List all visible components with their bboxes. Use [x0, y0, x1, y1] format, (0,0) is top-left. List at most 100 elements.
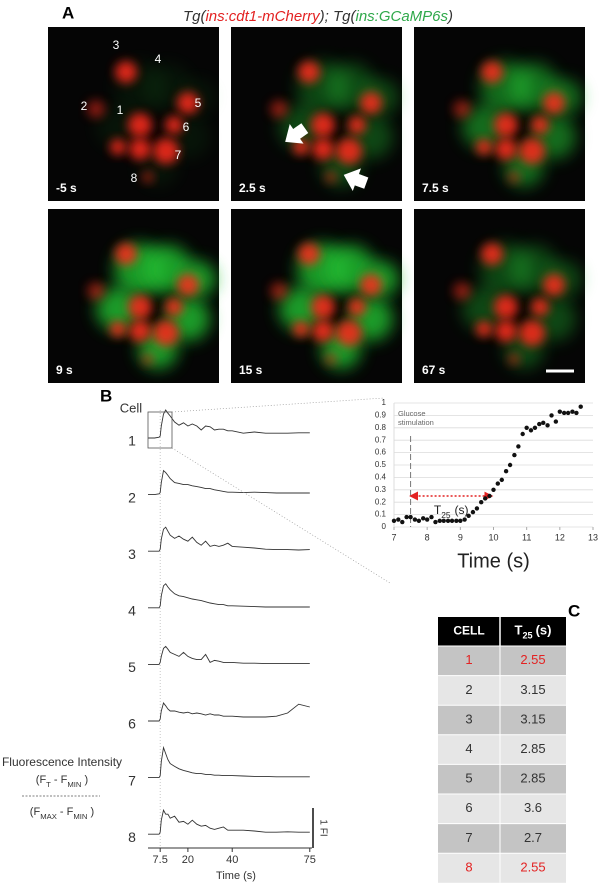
cell-number: 2	[81, 99, 88, 113]
microscopy-image: 67 s	[414, 209, 585, 383]
point	[578, 404, 583, 409]
y-tick-label: 0.4	[375, 473, 387, 482]
title-part: ); Tg(	[318, 8, 358, 25]
y-label-denominator: (FMAX - FMIN )	[30, 806, 94, 821]
text-part: - F	[57, 806, 74, 818]
mcherry-cell	[519, 320, 545, 346]
mcherry-cell	[142, 171, 154, 183]
gcamp-signal	[462, 287, 506, 331]
trace	[148, 469, 310, 496]
y-tick-label: 1	[382, 398, 387, 407]
text-part: (F	[30, 806, 41, 818]
zoom-guide	[171, 397, 385, 413]
trace	[148, 745, 310, 779]
microscopy-image: 7.5 s	[414, 27, 585, 201]
mcherry-cell	[481, 243, 503, 265]
point	[537, 421, 542, 427]
mcherry-cell	[128, 113, 152, 137]
mcherry-cell	[519, 138, 545, 164]
cell-label: 3	[128, 546, 136, 562]
frame-time: -5 s	[56, 181, 77, 195]
mcherry-cell	[165, 116, 183, 134]
mcherry-cell	[336, 138, 362, 164]
point	[429, 514, 434, 520]
table-cell: 3.15	[520, 711, 545, 726]
annotation: Glucose	[398, 409, 426, 418]
cell-number: 5	[195, 96, 202, 110]
y-tick-label: 0.2	[375, 497, 387, 506]
point	[570, 409, 575, 414]
x-axis-label: Time (s)	[457, 550, 530, 572]
point	[487, 493, 492, 499]
point	[495, 481, 501, 486]
point	[483, 496, 488, 501]
mcherry-cell	[153, 138, 179, 164]
mcherry-cell	[312, 320, 334, 342]
mcherry-cell	[508, 353, 520, 365]
table-cell: 8	[465, 859, 472, 874]
mcherry-cell	[543, 92, 565, 114]
point	[528, 428, 534, 433]
x-tick-label: 7	[391, 532, 396, 542]
mcherry-cell	[360, 92, 382, 114]
point	[499, 477, 504, 483]
point	[524, 425, 529, 430]
title-part: ins:cdt1-mCherry	[205, 8, 321, 25]
y-tick-label: 0.9	[375, 411, 387, 420]
panel-title: Tg(ins:cdt1-mCherry); Tg(ins:GCaMP6s)	[183, 8, 453, 25]
x-axis-label: Time (s)	[216, 870, 256, 882]
text-part: (s)	[455, 503, 469, 517]
table-cell: 6	[465, 800, 472, 815]
y-tick-label: 0.6	[375, 448, 387, 457]
point	[470, 509, 476, 515]
mcherry-cell	[153, 320, 179, 346]
table-row	[438, 705, 566, 735]
mcherry-cell	[110, 139, 126, 155]
header-cell: CELL	[453, 624, 484, 638]
point	[454, 518, 459, 523]
table-row	[438, 734, 566, 765]
table-cell: 2.7	[524, 830, 542, 845]
point	[532, 425, 538, 430]
x-tick-label: 12	[555, 532, 565, 542]
point	[462, 517, 467, 522]
arrow	[343, 168, 369, 191]
point	[391, 518, 397, 523]
table-cell: 3.15	[520, 682, 545, 697]
mcherry-cell	[325, 353, 337, 365]
mcherry-cell	[495, 320, 517, 342]
table-cell: 5	[465, 771, 472, 786]
table-cell: 2.55	[520, 652, 545, 667]
frame-time: 15 s	[239, 363, 263, 377]
mcherry-cell	[293, 321, 309, 337]
text-part: )	[81, 774, 88, 786]
trace	[148, 583, 310, 609]
microscopy-image: 2.5 s	[231, 27, 402, 201]
mcherry-cell	[453, 282, 471, 300]
cell-number: 7	[175, 148, 182, 162]
mcherry-cell	[270, 100, 288, 118]
y-label-numerator: (FT - FMIN )	[36, 774, 88, 789]
point	[449, 518, 455, 523]
gcamp-signal	[96, 105, 140, 149]
y-tick-label: 0.1	[375, 510, 387, 519]
mcherry-cell	[494, 295, 518, 319]
point	[574, 410, 579, 416]
mcherry-cell	[128, 295, 152, 319]
subscript: 25	[522, 631, 532, 641]
point	[437, 518, 442, 523]
gcamp-signal	[462, 105, 506, 149]
x-tick-label: 8	[425, 532, 430, 542]
mcherry-cell	[115, 243, 137, 265]
mcherry-cell	[476, 321, 492, 337]
mcherry-cell	[476, 139, 492, 155]
point	[408, 514, 413, 520]
mcherry-cell	[87, 100, 105, 118]
table-cell: 4	[465, 741, 472, 756]
trace	[148, 702, 310, 722]
point	[412, 517, 418, 522]
arrow	[285, 123, 309, 144]
table-cell: 1	[465, 652, 472, 667]
mcherry-cell	[325, 171, 337, 183]
